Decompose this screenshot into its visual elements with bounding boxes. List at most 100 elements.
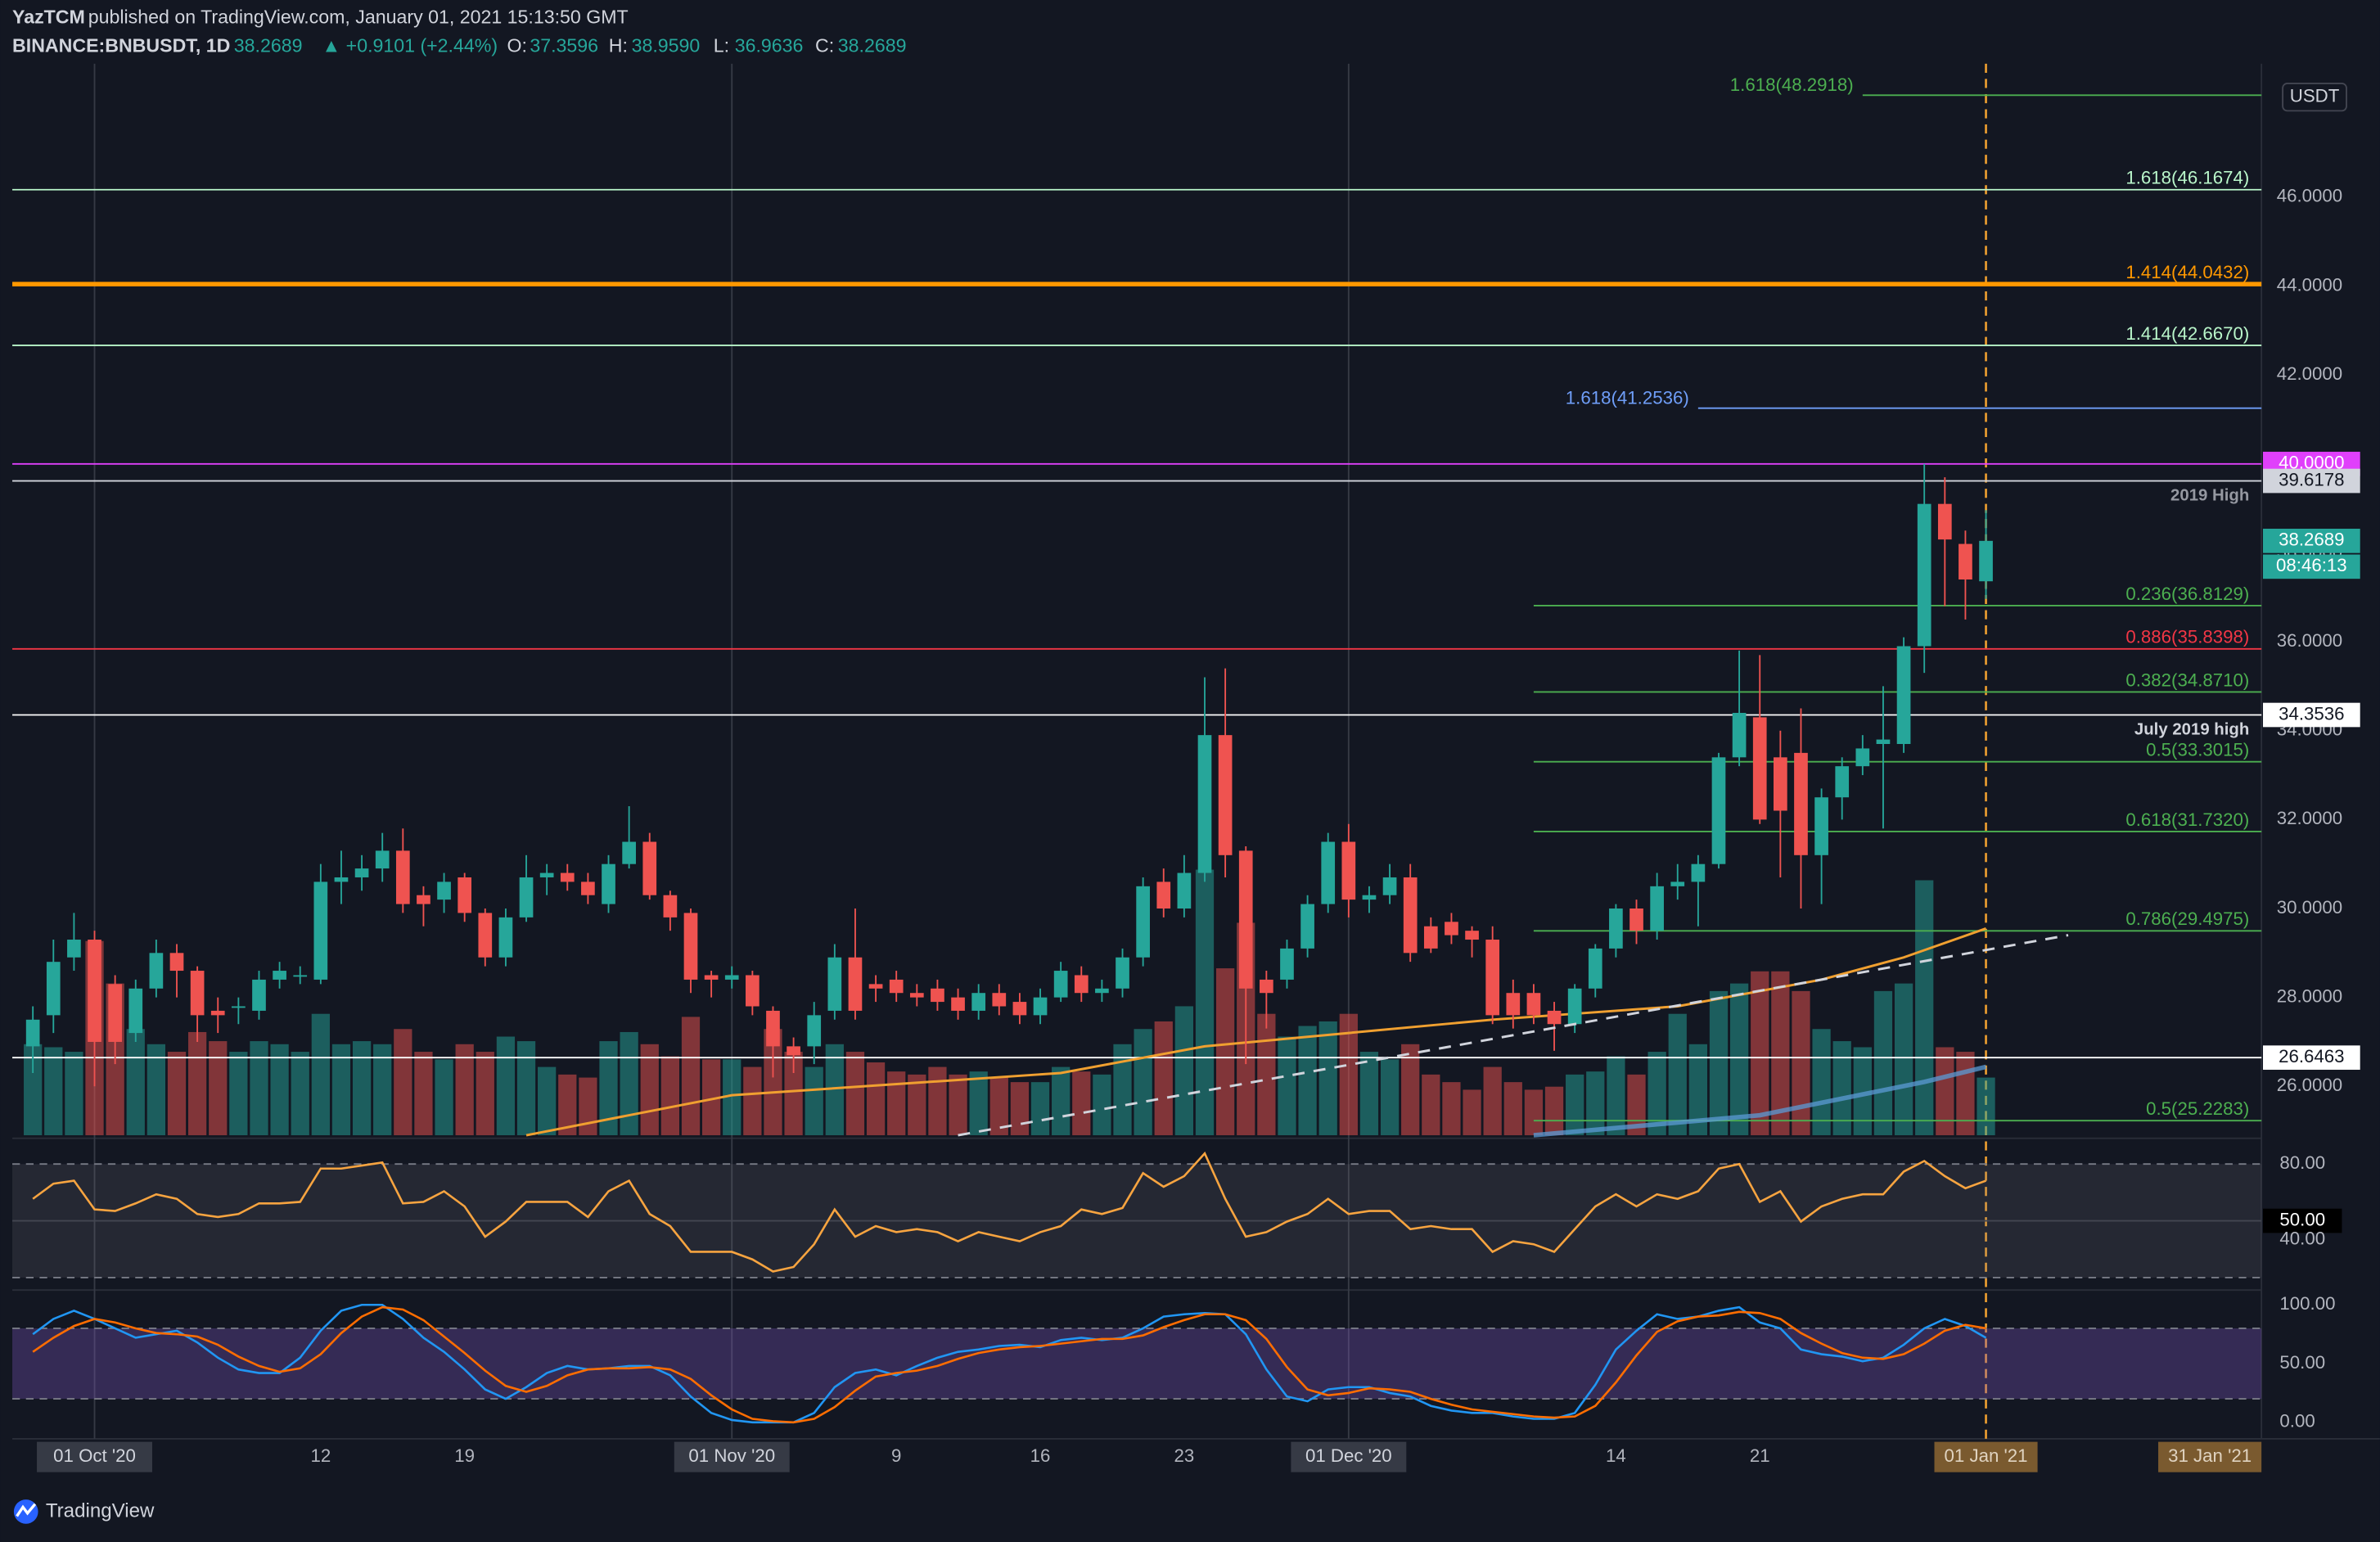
candle-body bbox=[1526, 993, 1541, 1016]
candle-body bbox=[190, 971, 205, 1016]
countdown-badge bbox=[2263, 554, 2360, 579]
x-label-box bbox=[2158, 1441, 2262, 1472]
y-tick-label: 0.00 bbox=[2279, 1411, 2315, 1432]
tick-badge bbox=[2263, 1208, 2342, 1233]
volume-bar bbox=[1915, 880, 1934, 1136]
volume-bar bbox=[1709, 990, 1729, 1136]
y-tick-label: 28.0000 bbox=[2277, 986, 2342, 1007]
ohlc-value: 38.9590 bbox=[632, 35, 701, 56]
candle-body bbox=[724, 975, 739, 980]
volume-bar bbox=[1093, 1074, 1111, 1136]
volume-bar bbox=[1359, 1052, 1379, 1136]
indicator-line bbox=[32, 1151, 1987, 1273]
volume-bar bbox=[394, 1029, 412, 1136]
candle-body bbox=[642, 841, 657, 895]
volume-bar bbox=[681, 1017, 701, 1136]
candle-body bbox=[1403, 877, 1418, 954]
axis-badge bbox=[2263, 702, 2360, 728]
candle-body bbox=[1588, 948, 1602, 989]
candle-body bbox=[1752, 717, 1767, 820]
candle-body bbox=[1506, 993, 1521, 1016]
candle-body bbox=[827, 957, 842, 1011]
y-tick-label: 46.0000 bbox=[2277, 186, 2342, 206]
volume-bar bbox=[496, 1036, 516, 1136]
volume-bar bbox=[187, 1031, 207, 1136]
volume-bar bbox=[866, 1062, 886, 1136]
volume-bar bbox=[1030, 1082, 1050, 1136]
volume-bar bbox=[1339, 1013, 1358, 1136]
candle-body bbox=[951, 997, 965, 1011]
candle-body bbox=[273, 971, 286, 980]
candle-body bbox=[334, 877, 349, 882]
candle-body bbox=[1465, 931, 1479, 940]
unit-box bbox=[2282, 83, 2347, 112]
candle-body bbox=[1876, 739, 1891, 745]
candle-body bbox=[128, 988, 143, 1034]
candle-body bbox=[971, 993, 986, 1011]
volume-bar bbox=[701, 1059, 721, 1136]
volume-bar bbox=[1318, 1021, 1337, 1136]
x-tick-label: 01 Dec '20 bbox=[1305, 1445, 1392, 1466]
volume-bar bbox=[1072, 1071, 1091, 1136]
x-label-box bbox=[37, 1441, 152, 1472]
volume-bar bbox=[989, 1077, 1008, 1136]
candle-body bbox=[46, 962, 61, 1016]
level-note: 2019 High bbox=[2170, 486, 2249, 504]
y-tick-label: 26.0000 bbox=[2277, 1075, 2342, 1095]
candle-body bbox=[1280, 948, 1294, 980]
volume-bar bbox=[1298, 1026, 1317, 1136]
volume-bar bbox=[908, 1074, 926, 1136]
ohlc-key: L: bbox=[714, 35, 729, 56]
volume-bar bbox=[969, 1071, 988, 1136]
level-label: 0.618(31.7320) bbox=[2125, 809, 2249, 830]
candle-body bbox=[395, 850, 410, 904]
candle-body bbox=[1445, 922, 1458, 936]
x-end-label: 31 Jan '21 bbox=[2168, 1445, 2252, 1466]
candle-body bbox=[581, 881, 595, 895]
candle-body bbox=[602, 863, 615, 904]
candle-body bbox=[1321, 841, 1336, 904]
candle-body bbox=[1074, 975, 1089, 994]
candle-body bbox=[354, 868, 369, 877]
candle-body bbox=[1177, 872, 1192, 909]
candle-body bbox=[787, 1046, 800, 1056]
volume-bar bbox=[620, 1031, 638, 1136]
volume-bar bbox=[1566, 1074, 1584, 1136]
candle-body bbox=[88, 940, 101, 1042]
volume-bar bbox=[209, 1041, 228, 1136]
last-price: 38.2689 bbox=[234, 35, 303, 56]
level-label: 0.236(36.8129) bbox=[2125, 584, 2249, 604]
candle-body bbox=[868, 984, 883, 989]
volume-bar bbox=[1977, 1077, 1995, 1136]
candle-body bbox=[1896, 646, 1911, 745]
volume-bar bbox=[1422, 1074, 1440, 1136]
x-tick-label: 01 Oct '20 bbox=[53, 1445, 136, 1466]
volume-bar bbox=[743, 1066, 762, 1136]
candle-body bbox=[1300, 904, 1314, 949]
volume-bar bbox=[1524, 1089, 1544, 1136]
candle-body bbox=[1774, 757, 1787, 811]
candle-body bbox=[25, 1019, 40, 1047]
candle-body bbox=[663, 895, 678, 918]
x-tick-label: 01 Nov '20 bbox=[688, 1445, 775, 1466]
volume-bar bbox=[65, 1052, 83, 1136]
candle-body bbox=[1485, 940, 1500, 1016]
volume-bar bbox=[1607, 1056, 1625, 1136]
y-tick-label: 50.00 bbox=[2279, 1352, 2325, 1373]
candle-body bbox=[1979, 540, 1993, 582]
axis-badge bbox=[2263, 1045, 2360, 1071]
volume-bar bbox=[24, 1044, 43, 1136]
y-tick-label: 100.00 bbox=[2279, 1293, 2335, 1314]
candle-body bbox=[766, 1010, 780, 1047]
volume-bar bbox=[373, 1044, 392, 1136]
volume-bar bbox=[1442, 1082, 1461, 1136]
candle-body bbox=[1547, 1010, 1562, 1025]
ohlc-key: C: bbox=[815, 35, 834, 56]
volume-bar bbox=[1936, 1047, 1954, 1136]
volume-bar bbox=[311, 1013, 330, 1136]
logo-glyph bbox=[16, 1503, 37, 1517]
volume-bar bbox=[1380, 1059, 1400, 1136]
logo bbox=[13, 1499, 38, 1524]
x-tick-label: 9 bbox=[891, 1445, 901, 1466]
volume-bar bbox=[784, 1052, 803, 1136]
